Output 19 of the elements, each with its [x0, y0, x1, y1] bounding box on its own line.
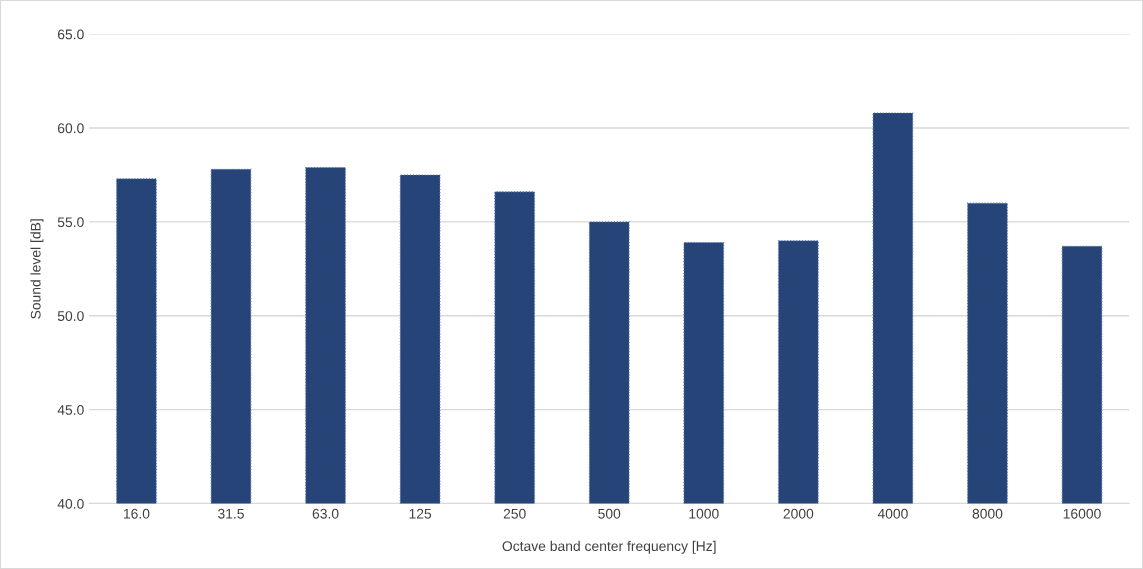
y-tick-label: 65.0: [57, 29, 84, 40]
y-tick-label: 50.0: [57, 311, 84, 321]
x-tick-label: 63.0: [312, 508, 339, 519]
y-tick-label: 40.0: [57, 498, 84, 509]
x-tick-label: 4000: [877, 508, 908, 519]
x-tick-label: 500: [598, 508, 621, 519]
x-tick-label: 16000: [1063, 508, 1101, 519]
y-tick-label: 55.0: [57, 217, 84, 228]
y-tick-label: 45.0: [57, 405, 84, 415]
x-axis-title: Octave band center frequency [Hz]: [502, 540, 716, 554]
x-tick-label: 2000: [783, 508, 814, 519]
x-tick-label: 16.0: [123, 508, 150, 519]
x-tick-label: 250: [503, 508, 526, 519]
x-tick-label: 125: [409, 508, 432, 519]
y-axis-title: Sound level [dB]: [30, 219, 44, 319]
x-tick-label: 8000: [972, 508, 1003, 519]
y-tick-label: 60.0: [57, 123, 84, 134]
x-tick-label: 31.5: [218, 508, 244, 519]
x-tick-label: 1000: [689, 508, 719, 519]
